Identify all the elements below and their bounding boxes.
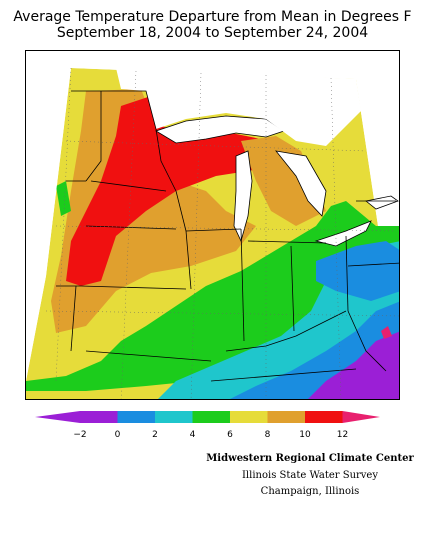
legend-segment [117,411,155,423]
legend-tick-label: 8 [265,430,271,440]
lake-erie [314,220,372,247]
lake-ontario [365,195,399,210]
color-scale-legend: −2 0 2 4 6 8 10 12 [35,411,380,440]
region-green-band [26,201,399,391]
lake-superior [155,115,285,144]
temperature-departure-map [26,51,399,399]
legend-arrow-right [342,411,380,423]
region-magenta-spot [381,326,392,339]
credit-line2: Illinois State Water Survey [241,470,378,481]
legend-segment [305,411,343,423]
credit-line3: Champaign, Illinois [260,486,360,497]
region-green-southwest [56,181,71,216]
map-title-line2: September 18, 2004 to September 24, 2004 [56,25,369,41]
domain-mask-left [26,51,71,381]
region-orange-east [241,136,326,226]
lake-michigan [233,150,253,243]
legend-tick-label: −2 [73,430,86,440]
graticule [45,67,399,399]
legend-tick-label: 6 [227,430,233,440]
legend-tick-label: 12 [337,430,348,440]
lake-huron [275,150,327,217]
legend-segment [155,411,193,423]
region-red-core [66,96,271,286]
legend-arrow-left [35,411,80,423]
legend-segment [192,411,230,423]
region-blue-east [316,241,399,301]
region-purple-southeast [308,331,399,399]
legend-tick-label: 2 [152,430,158,440]
domain-mask-right [356,51,399,226]
legend-tick-label: 10 [299,430,311,440]
legend-tick-label: 4 [190,430,196,440]
map-title-line1: Average Temperature Departure from Mean … [13,9,412,25]
domain-mask-top [71,51,356,79]
legend-tick-label: 0 [115,430,121,440]
map-panel [25,50,400,400]
state-borders [56,90,399,382]
credit-line1: Midwestern Regional Climate Center [206,453,414,464]
legend-segment [80,411,118,423]
canada-region [116,68,361,146]
legend-segment [267,411,305,423]
legend-segment [230,411,268,423]
